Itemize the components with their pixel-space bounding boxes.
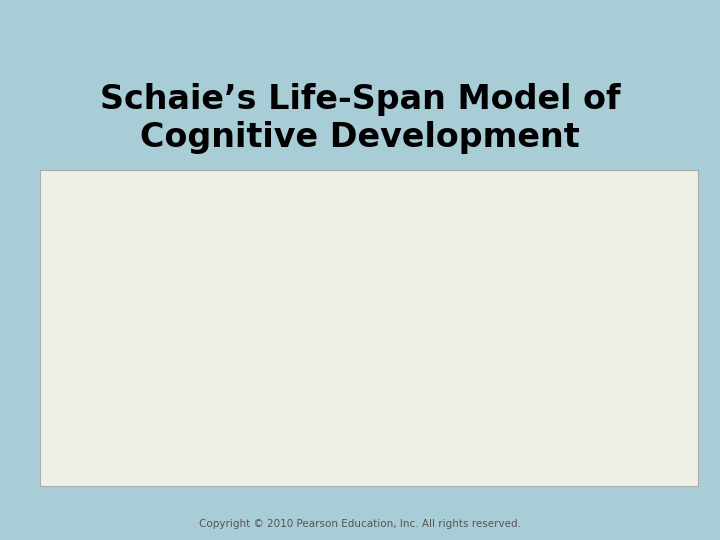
Text: Achieving period: Achieving period (146, 278, 251, 291)
FancyBboxPatch shape (214, 343, 418, 370)
Text: Reorganization period: Reorganization period (305, 384, 442, 398)
Text: Schaie’s Life-Span Model of
Cognitive Development: Schaie’s Life-Span Model of Cognitive De… (100, 83, 620, 154)
Text: Young
Adulthood
(ages 20 to 40): Young Adulthood (ages 20 to 40) (215, 180, 312, 225)
Text: Legacy period: Legacy period (443, 451, 531, 464)
Text: Middle
Adulthood
(ages 40 to 65): Middle Adulthood (ages 40 to 65) (374, 180, 469, 225)
FancyBboxPatch shape (59, 233, 224, 259)
Text: Childhood
and
Adolescence: Childhood and Adolescence (66, 180, 145, 225)
FancyBboxPatch shape (214, 308, 451, 335)
FancyBboxPatch shape (372, 413, 590, 440)
Text: Acquisition period: Acquisition period (67, 239, 180, 252)
FancyBboxPatch shape (435, 444, 613, 471)
Text: Older
Adulthood
(ages 65 and over): Older Adulthood (ages 65 and over) (521, 180, 639, 225)
FancyBboxPatch shape (297, 378, 508, 404)
Text: Reintegration period: Reintegration period (380, 420, 509, 433)
Text: Executive period: Executive period (222, 350, 327, 363)
FancyBboxPatch shape (138, 271, 303, 297)
Text: Social responsibility period: Social responsibility period (222, 315, 390, 328)
Text: Copyright © 2010 Pearson Education, Inc. All rights reserved.: Copyright © 2010 Pearson Education, Inc.… (199, 519, 521, 529)
